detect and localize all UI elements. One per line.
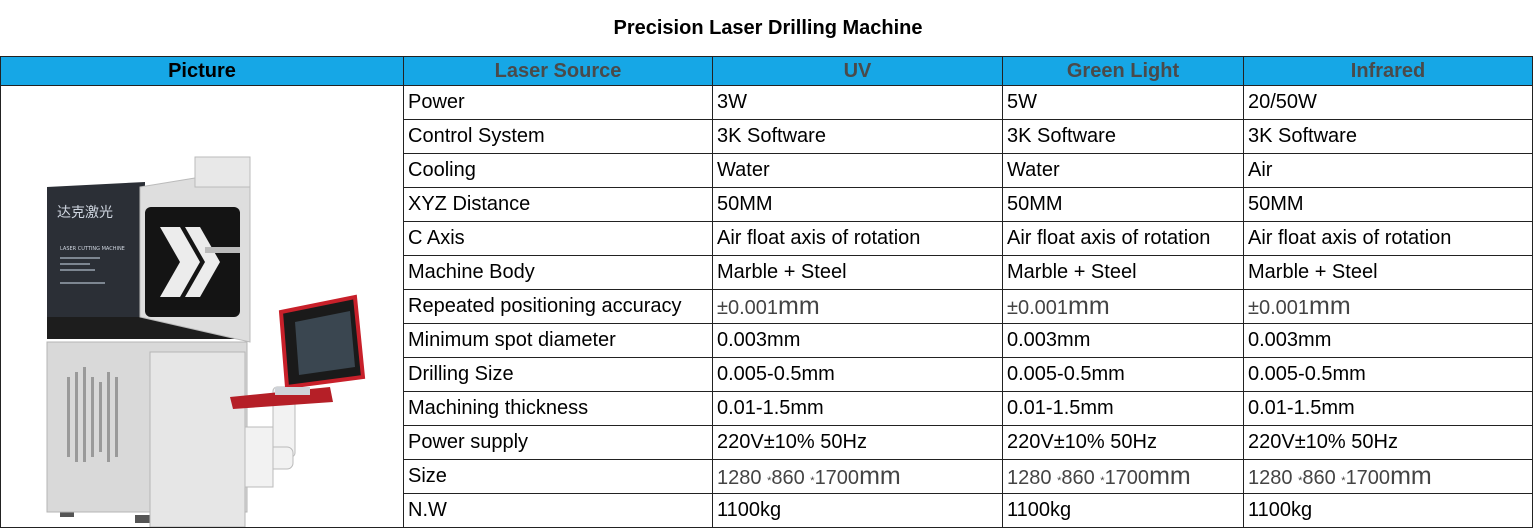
accuracy-value: ±0.001 <box>1007 297 1069 319</box>
value-cell: ±0.001mm <box>712 289 1003 324</box>
value-cell: 1100kg <box>712 493 1003 528</box>
header-laser-source: Laser Source <box>403 56 713 86</box>
value-cell: 50MM <box>1002 187 1244 222</box>
header-uv: UV <box>712 56 1003 86</box>
value-cell: ±0.001mm <box>1002 289 1244 324</box>
size-part: 860 <box>771 467 811 489</box>
value-cell: 0.005-0.5mm <box>1002 357 1244 392</box>
row-label: Cooling <box>403 153 713 188</box>
value-cell: 3K Software <box>712 119 1003 154</box>
table-row: Drilling Size 0.005-0.5mm 0.005-0.5mm 0.005… <box>1 357 1533 392</box>
size-part: 1280 <box>1248 467 1299 489</box>
spec-table: Picture Laser Source UV Green Light Infr… <box>0 56 1533 528</box>
table-row: Machine Body Marble + Steel Marble + Steel… <box>1 255 1533 290</box>
table-row: N.W 1100kg 1100kg 1100kg <box>1 493 1533 528</box>
value-cell: Air float axis of rotation <box>712 221 1003 256</box>
table-row: Power supply 220V±10% 50Hz 220V±10% 50Hz 22… <box>1 425 1533 460</box>
row-label: Machine Body <box>403 255 713 290</box>
value-cell: 220V±10% 50Hz <box>1243 425 1533 460</box>
value-cell: 0.003mm <box>1243 323 1533 358</box>
row-label: Minimum spot diameter <box>403 323 713 358</box>
value-cell: 1100kg <box>1002 493 1244 528</box>
accuracy-unit: mm <box>1068 292 1110 320</box>
size-part: mm <box>1390 462 1432 490</box>
machine-picture-cell: 达克激光 LASER CUTTING MACHINE <box>0 85 404 528</box>
row-label: Power <box>403 85 713 120</box>
row-label: C Axis <box>403 221 713 256</box>
row-label: Size <box>403 459 713 494</box>
table-row: C Axis Air float axis of rotation Air floa… <box>1 221 1533 256</box>
value-cell: 3K Software <box>1002 119 1244 154</box>
value-cell: 0.01-1.5mm <box>1243 391 1533 426</box>
value-cell: 0.005-0.5mm <box>712 357 1003 392</box>
table-row: Size 1280 *860 *1700mm 1280 *860 *1700mm 12… <box>1 459 1533 494</box>
value-cell: Marble + Steel <box>712 255 1003 290</box>
value-cell: ±0.001mm <box>1243 289 1533 324</box>
value-cell: 0.01-1.5mm <box>1002 391 1244 426</box>
row-label: Drilling Size <box>403 357 713 392</box>
page-title: Precision Laser Drilling Machine <box>613 16 923 39</box>
accuracy-unit: mm <box>778 292 820 320</box>
value-cell: Water <box>1002 153 1244 188</box>
row-label: N.W <box>403 493 713 528</box>
table-row: Machining thickness 0.01-1.5mm 0.01-1.5mm 0… <box>1 391 1533 426</box>
value-cell: Air float axis of rotation <box>1002 221 1244 256</box>
header-infrared: Infrared <box>1243 56 1533 86</box>
row-label: Control System <box>403 119 713 154</box>
value-cell: 0.005-0.5mm <box>1243 357 1533 392</box>
value-cell: Marble + Steel <box>1243 255 1533 290</box>
svg-text:LASER CUTTING MACHINE: LASER CUTTING MACHINE <box>60 246 125 252</box>
value-cell: Water <box>712 153 1003 188</box>
size-part: * <box>810 475 815 487</box>
size-part: * <box>1298 475 1303 487</box>
value-cell: Air <box>1243 153 1533 188</box>
row-label: Repeated positioning accuracy <box>403 289 713 324</box>
value-cell: 1280 *860 *1700mm <box>712 459 1003 494</box>
size-part: 860 <box>1302 467 1342 489</box>
accuracy-unit: mm <box>1309 292 1351 320</box>
header-green-light: Green Light <box>1002 56 1244 86</box>
value-cell: 50MM <box>712 187 1003 222</box>
svg-text:达克激光: 达克激光 <box>57 204 113 221</box>
size-part: 860 <box>1061 467 1101 489</box>
size-part: 1700 <box>814 467 860 489</box>
value-cell: 1280 *860 *1700mm <box>1243 459 1533 494</box>
accuracy-value: ±0.001 <box>717 297 779 319</box>
value-cell: 0.01-1.5mm <box>712 391 1003 426</box>
size-part: mm <box>859 462 901 490</box>
size-part: 1280 <box>1007 467 1058 489</box>
value-cell: 1100kg <box>1243 493 1533 528</box>
table-row: 达克激光 LASER CUTTING MACHINE Power 3W 5W 20/5… <box>0 85 1533 528</box>
size-part: * <box>1341 475 1346 487</box>
size-part: 1700 <box>1345 467 1391 489</box>
accuracy-value: ±0.001 <box>1248 297 1310 319</box>
row-label: Power supply <box>403 425 713 460</box>
value-cell: 3W <box>712 85 1003 120</box>
value-cell: 3K Software <box>1243 119 1533 154</box>
size-part: * <box>767 475 772 487</box>
size-part: * <box>1100 475 1105 487</box>
value-cell: 50MM <box>1243 187 1533 222</box>
laser-machine-image: 达克激光 LASER CUTTING MACHINE <box>46 156 366 527</box>
header-row: Picture Laser Source UV Green Light Infr… <box>0 56 1533 86</box>
row-label: XYZ Distance <box>403 187 713 222</box>
table-row: Control System 3K Software 3K Software 3K S… <box>1 119 1533 154</box>
value-cell: 0.003mm <box>1002 323 1244 358</box>
value-cell: 220V±10% 50Hz <box>712 425 1003 460</box>
header-picture: Picture <box>0 56 404 86</box>
value-cell: 1280 *860 *1700mm <box>1002 459 1244 494</box>
row-label: Machining thickness <box>403 391 713 426</box>
value-cell: 20/50W <box>1243 85 1533 120</box>
size-part: * <box>1057 475 1062 487</box>
title-row: Precision Laser Drilling Machine <box>0 0 1536 56</box>
size-part: 1700 <box>1104 467 1150 489</box>
size-part: mm <box>1149 462 1191 490</box>
value-cell: 0.003mm <box>712 323 1003 358</box>
value-cell: Marble + Steel <box>1002 255 1244 290</box>
value-cell: 5W <box>1002 85 1244 120</box>
value-cell: Air float axis of rotation <box>1243 221 1533 256</box>
size-part: 1280 <box>717 467 768 489</box>
value-cell: 220V±10% 50Hz <box>1002 425 1244 460</box>
